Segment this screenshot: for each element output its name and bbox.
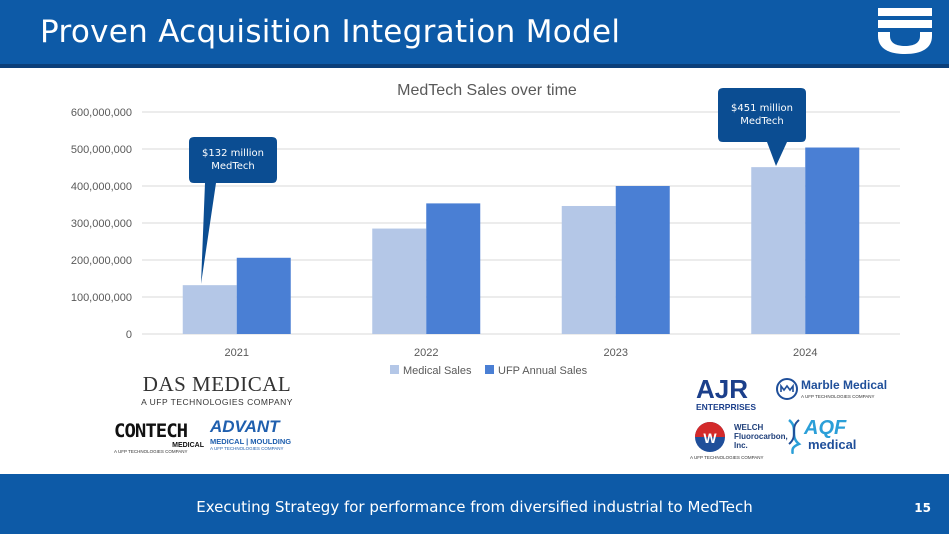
welch-line2: Fluorocarbon, — [734, 432, 788, 441]
y-axis-ticks: 0 100,000,000 200,000,000 300,000,000 400,00… — [71, 107, 132, 341]
contech-company: A UFP TECHNOLOGIES COMPANY — [114, 449, 188, 454]
callout-2021-amount: $132 million — [202, 148, 264, 159]
bar-2023-series-1 — [615, 186, 670, 334]
das-medical-name: DAS MEDICAL — [142, 372, 292, 396]
advant-sub: MEDICAL | MOULDING — [210, 437, 292, 446]
welch-icon: W — [695, 422, 725, 452]
x-tick-label: 2023 — [604, 347, 628, 359]
aqf-sub: medical — [808, 437, 857, 452]
welch-text: WELCH Fluorocarbon, Inc. — [734, 423, 788, 450]
aqf-name: AQF — [804, 417, 847, 439]
page-number: 15 — [914, 501, 931, 515]
x-tick-label: 2024 — [793, 347, 817, 359]
bar-2023-series-0 — [561, 205, 616, 334]
contech-name: CONTECH — [114, 420, 188, 442]
callout-2021: $132 million MedTech — [191, 147, 275, 173]
bar-2022-series-0 — [372, 228, 427, 334]
chart-title: MedTech Sales over time — [397, 82, 577, 99]
ajr-name: AJR — [696, 374, 749, 404]
bar-2024-series-1 — [805, 147, 860, 334]
legend-swatch-0 — [390, 365, 399, 374]
das-medical-sub: A UFP TECHNOLOGIES COMPANY — [141, 397, 293, 407]
aqf-icon — [788, 419, 802, 454]
y-tick-label: 300,000,000 — [71, 218, 132, 230]
x-tick-label: 2022 — [414, 347, 438, 359]
welch-line1: WELCH — [734, 423, 764, 432]
ajr-sub: ENTERPRISES — [696, 402, 756, 412]
marble-medical-sub: A UFP TECHNOLOGIES COMPANY — [801, 394, 875, 399]
marble-medical-icon — [776, 378, 798, 400]
footer-tagline: Executing Strategy for performance from … — [196, 498, 753, 516]
welch-sub: A UFP TECHNOLOGIES COMPANY — [690, 455, 764, 460]
y-tick-label: 100,000,000 — [71, 292, 132, 304]
y-tick-label: 600,000,000 — [71, 107, 132, 119]
slide-title: Proven Acquisition Integration Model — [40, 14, 621, 50]
das-medical-logo: DAS MEDICAL A UFP TECHNOLOGIES COMPANY — [134, 372, 300, 407]
advant-name: ADVANT — [210, 417, 280, 436]
legend-swatch-1 — [485, 365, 494, 374]
chart-legend: Medical Sales UFP Annual Sales — [390, 365, 588, 375]
slide-footer: Executing Strategy for performance from … — [0, 474, 949, 534]
y-tick-label: 200,000,000 — [71, 255, 132, 267]
svg-text:W: W — [703, 430, 717, 446]
ufp-logo-icon — [878, 8, 932, 54]
contech-sub: MEDICAL — [172, 442, 204, 449]
contech-logo: CONTECH MEDICAL A UFP TECHNOLOGIES COMPA… — [114, 420, 204, 454]
callout-2024-amount: $451 million — [731, 103, 793, 114]
legend-label-0: Medical Sales — [403, 365, 472, 375]
slide-header: Proven Acquisition Integration Model — [0, 0, 949, 68]
legend-label-1: UFP Annual Sales — [498, 365, 588, 375]
callout-2024: $451 million MedTech — [720, 102, 804, 128]
advant-company: A UFP TECHNOLOGIES COMPANY — [210, 446, 284, 451]
welch-line3: Inc. — [734, 441, 748, 450]
bar-2022-series-1 — [426, 203, 481, 334]
y-tick-label: 0 — [126, 329, 132, 341]
callout-2021-label: MedTech — [211, 161, 255, 172]
x-tick-label: 2021 — [225, 347, 249, 359]
y-tick-label: 400,000,000 — [71, 181, 132, 193]
bar-2021-series-0 — [182, 285, 237, 334]
medtech-sales-chart: MedTech Sales over time 0 100,000,000 200,… — [71, 82, 900, 375]
ajr-logo: AJR ENTERPRISES — [696, 376, 762, 412]
advant-logo: ADVANT MEDICAL | MOULDING A UFP TECHNOLO… — [210, 417, 306, 451]
callout-2024-label: MedTech — [740, 116, 784, 127]
x-axis-ticks: 2021 2022 2023 2024 — [225, 347, 818, 359]
bar-2024-series-0 — [751, 167, 806, 334]
y-tick-label: 500,000,000 — [71, 144, 132, 156]
marble-medical-name: Marble Medical — [801, 378, 888, 392]
chart-bars — [182, 147, 860, 334]
bar-2021-series-1 — [236, 257, 291, 334]
